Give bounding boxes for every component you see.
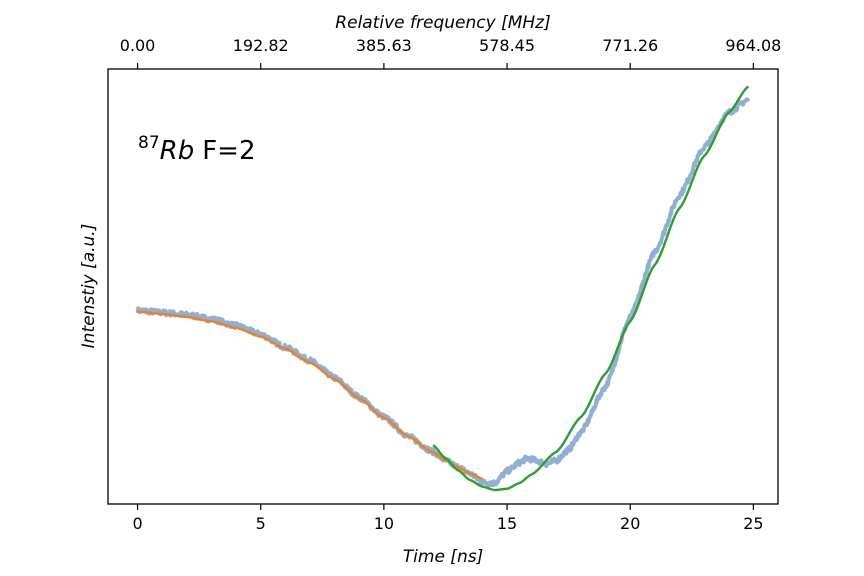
annotation-superscript: 87 (138, 133, 160, 153)
x-tick-label: 15 (497, 514, 517, 533)
series-fit-low (137, 310, 483, 480)
y-axis-label: Intenstiy [a.u.] (79, 224, 99, 349)
x-tick-label: 5 (256, 514, 266, 533)
top-x-axis-label: Relative frequency [MHz] (335, 13, 550, 33)
plot-frame (107, 68, 779, 505)
species-annotation: 87Rb F=2 (138, 133, 256, 166)
top-x-tick-label: 192.82 (233, 36, 289, 55)
top-x-axis: 0.00 192.82 385.63 578.45 771.26 964.08 (120, 36, 781, 69)
annotation-text: F=2 (202, 136, 255, 166)
top-x-tick-label: 771.26 (602, 36, 658, 55)
top-x-tick-label: 964.08 (725, 36, 781, 55)
top-x-tick-label: 0.00 (120, 36, 156, 55)
annotation-species: Rb (160, 136, 195, 166)
top-x-tick-label: 385.63 (356, 36, 412, 55)
plot-lines (135, 85, 751, 492)
x-axis-label: Time [ns] (403, 547, 483, 567)
x-tick-label: 25 (743, 514, 763, 533)
series-fit-high (432, 85, 750, 492)
top-x-tick-label: 578.45 (479, 36, 535, 55)
x-tick-label: 20 (620, 514, 640, 533)
bottom-x-axis: 0 5 10 15 20 25 (132, 504, 764, 533)
x-tick-label: 0 (132, 514, 142, 533)
x-tick-label: 10 (374, 514, 394, 533)
